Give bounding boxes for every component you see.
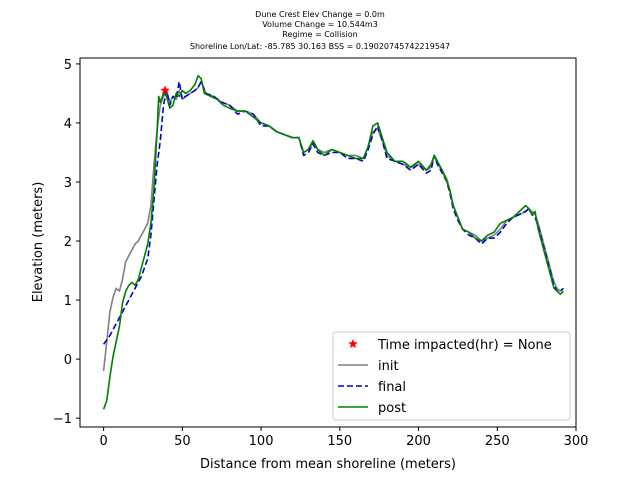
title-line-elev: Dune Crest Elev Change = 0.0m [255,10,385,19]
series-layer [102,74,564,410]
impact-star-marker [160,85,170,95]
y-tick-label: 2 [64,235,72,250]
legend-label: post [378,401,406,416]
legend-label: final [378,380,406,395]
title-line-volume: Volume Change = 10.544m3 [262,20,378,29]
y-tick-label: 3 [64,176,72,191]
series-line-final [102,80,564,345]
series-line-post [102,74,564,410]
y-tick-label: 5 [64,58,72,73]
y-axis-label: Elevation (meters) [31,182,46,303]
marker-layer [160,85,170,95]
y-axis-ticks: −1 0 1 2 3 4 5 [53,58,80,427]
series-line-init [102,80,564,371]
legend-label: init [378,359,399,374]
y-tick-label: −1 [53,412,72,427]
x-axis-ticks: 0 50 100 150 200 250 300 [99,427,588,449]
title-line-regime: Regime = Collision [282,30,357,39]
y-tick-label: 1 [64,294,72,309]
x-axis-label: Distance from mean shoreline (meters) [200,457,456,472]
y-tick-label: 4 [64,117,72,132]
x-tick-label: 200 [406,434,431,449]
x-tick-label: 50 [174,434,191,449]
x-tick-label: 100 [249,434,274,449]
legend: Time impacted(hr) = None init final post [332,331,571,421]
legend-label: Time impacted(hr) = None [377,338,552,353]
legend-marker-star [348,338,358,349]
chart-title: Dune Crest Elev Change = 0.0m Volume Cha… [190,10,450,51]
legend-box [332,331,571,421]
plot-frame [79,57,577,428]
title-line-location: Shoreline Lon/Lat: -85.785 30.163 BSS = … [190,42,450,51]
x-tick-label: 0 [99,434,107,449]
y-tick-label: 0 [64,353,72,368]
x-tick-label: 250 [485,434,510,449]
x-tick-label: 150 [327,434,352,449]
x-tick-label: 300 [564,434,589,449]
